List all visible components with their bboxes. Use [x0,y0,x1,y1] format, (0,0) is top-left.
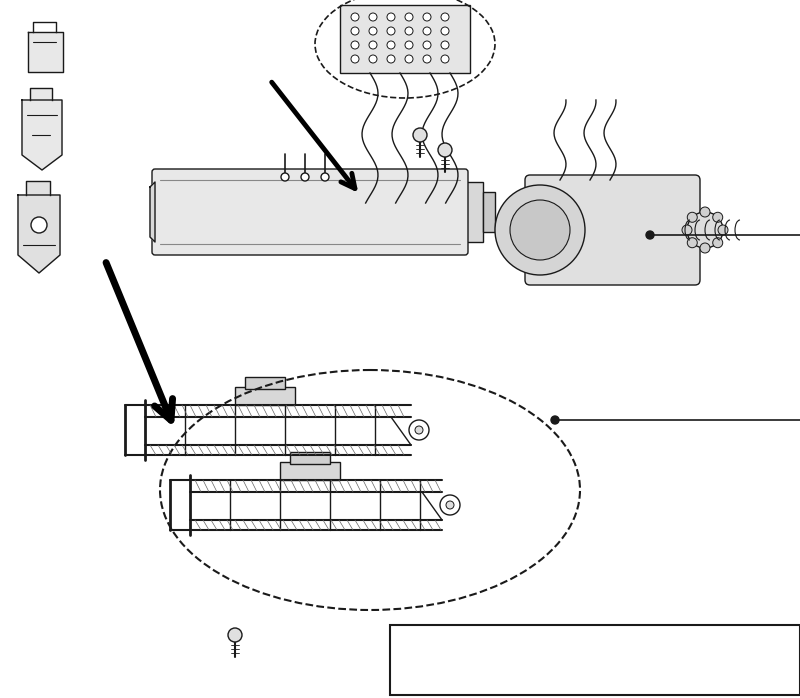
Circle shape [441,27,449,35]
Bar [525,210,533,252]
Circle shape [446,501,454,509]
Circle shape [321,173,329,181]
Circle shape [351,55,359,63]
Circle shape [228,628,242,642]
Circle shape [405,41,413,49]
Bar [483,192,495,232]
Circle shape [687,212,723,248]
Circle shape [713,212,722,222]
Circle shape [409,420,429,440]
Circle shape [415,426,423,434]
Polygon shape [18,195,60,273]
Circle shape [405,27,413,35]
Circle shape [700,207,710,217]
Polygon shape [30,88,52,100]
Circle shape [413,128,427,142]
Circle shape [441,13,449,21]
Circle shape [387,55,395,63]
Circle shape [387,13,395,21]
Polygon shape [150,182,155,242]
Circle shape [687,212,698,222]
Circle shape [387,27,395,35]
Bar [290,452,330,464]
Circle shape [510,200,570,260]
Circle shape [369,55,377,63]
Circle shape [281,173,289,181]
FancyBboxPatch shape [152,169,468,255]
Bar [340,5,470,73]
Circle shape [301,173,309,181]
Bar [245,377,285,389]
Circle shape [405,55,413,63]
Circle shape [440,495,460,515]
Circle shape [700,243,710,253]
Circle shape [423,13,431,21]
Circle shape [351,27,359,35]
Circle shape [441,55,449,63]
Circle shape [718,225,728,235]
Circle shape [495,185,585,275]
Circle shape [405,13,413,21]
Circle shape [682,225,692,235]
Circle shape [351,13,359,21]
FancyBboxPatch shape [525,175,700,285]
Circle shape [423,41,431,49]
Polygon shape [28,32,63,72]
Circle shape [423,27,431,35]
Circle shape [423,55,431,63]
Circle shape [687,238,698,248]
Polygon shape [22,100,62,170]
Bar [235,387,295,405]
Circle shape [551,416,559,424]
Bar [170,192,250,230]
Polygon shape [26,181,50,195]
Bar [465,182,483,242]
Circle shape [713,238,722,248]
Circle shape [31,217,47,233]
Circle shape [438,143,452,157]
Circle shape [369,41,377,49]
Circle shape [351,41,359,49]
Bar [390,625,800,695]
Circle shape [441,41,449,49]
Circle shape [646,231,654,239]
Circle shape [369,27,377,35]
Circle shape [387,41,395,49]
Circle shape [369,13,377,21]
Bar [280,462,340,480]
